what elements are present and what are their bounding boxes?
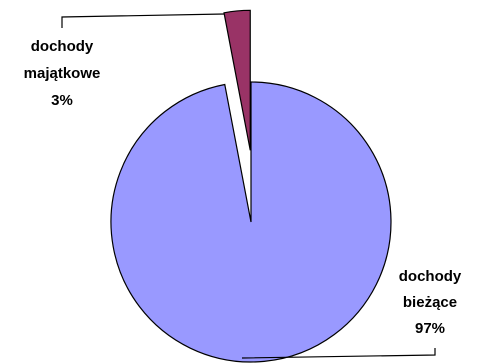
label-property: dochody majątkowe 3% bbox=[24, 38, 101, 109]
label-property-line2: majątkowe bbox=[24, 65, 101, 82]
label-property-pct: 3% bbox=[51, 92, 73, 109]
leader-line-current bbox=[241, 348, 436, 359]
pie-slice-current bbox=[110, 81, 392, 363]
label-property-line1: dochody bbox=[31, 38, 94, 55]
pie-slices bbox=[110, 9, 392, 363]
label-current-line1: dochody bbox=[399, 268, 462, 285]
label-current-line2: bieżące bbox=[403, 294, 457, 311]
label-current: dochody bieżące 97% bbox=[399, 268, 462, 337]
pie-slice-property bbox=[223, 9, 251, 151]
label-current-pct: 97% bbox=[415, 320, 445, 337]
leader-line-property bbox=[61, 13, 225, 28]
